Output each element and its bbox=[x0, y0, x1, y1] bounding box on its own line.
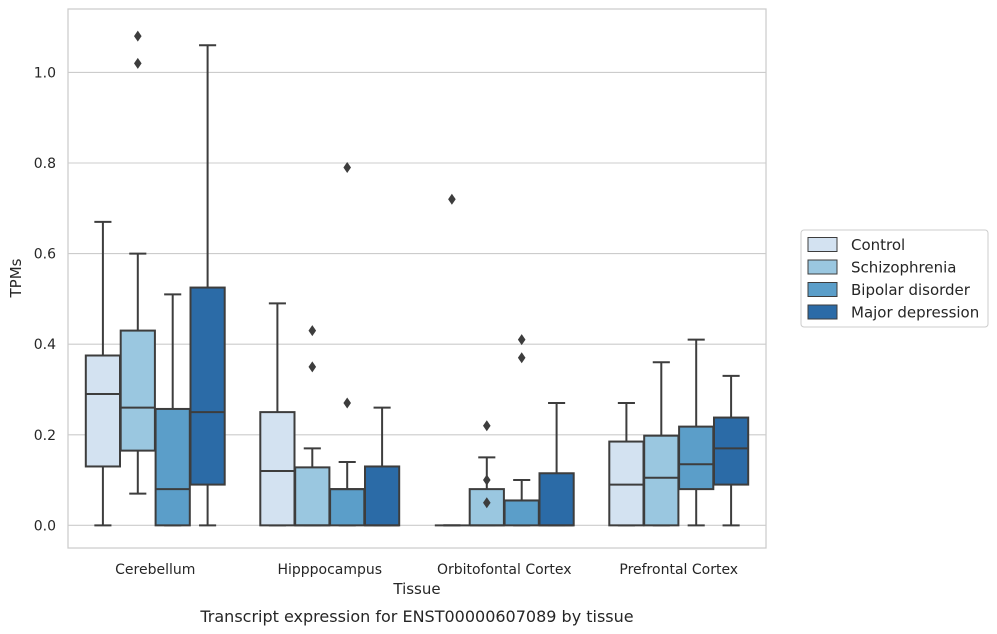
box-body bbox=[363, 465, 401, 527]
box bbox=[643, 361, 680, 527]
legend-label: Control bbox=[851, 236, 905, 254]
plot-frame bbox=[67, 8, 767, 549]
outlier-point bbox=[308, 361, 317, 373]
box-body bbox=[538, 472, 575, 527]
legend-swatch bbox=[807, 304, 838, 320]
outlier-point bbox=[483, 474, 491, 486]
box-body bbox=[119, 329, 156, 452]
legend: Control Schizophrenia Bipolar disorder Majo… bbox=[800, 229, 989, 328]
outlier-point bbox=[517, 352, 526, 364]
legend-label: Major depression bbox=[851, 304, 979, 322]
y-tick-label: 0.4 bbox=[34, 337, 56, 353]
box-body bbox=[294, 466, 331, 527]
outlier-point bbox=[343, 397, 351, 409]
outlier-point bbox=[517, 334, 526, 346]
legend-label: Schizophrenia bbox=[851, 259, 956, 277]
outlier-point bbox=[343, 162, 351, 174]
legend-swatch bbox=[807, 259, 838, 275]
box bbox=[608, 402, 645, 527]
box-body bbox=[678, 425, 715, 491]
outlier-point bbox=[483, 420, 491, 432]
box bbox=[503, 334, 540, 527]
box-body bbox=[712, 416, 750, 486]
y-tick-label: 0.2 bbox=[34, 428, 56, 444]
box bbox=[189, 44, 226, 527]
box-body bbox=[189, 286, 226, 486]
x-tick-label: Prefrontal Cortex bbox=[619, 562, 738, 578]
chart-caption: Transcript expression for ENST0000060708… bbox=[199, 607, 633, 626]
outlier-point bbox=[134, 57, 142, 69]
box bbox=[119, 30, 156, 495]
x-tick-label: Cerebellum bbox=[115, 562, 195, 578]
box bbox=[712, 374, 750, 527]
box bbox=[259, 302, 296, 527]
box bbox=[363, 406, 401, 527]
box bbox=[294, 325, 331, 527]
box-body bbox=[154, 407, 191, 527]
box-body bbox=[643, 434, 680, 527]
box bbox=[538, 402, 575, 527]
outlier-point bbox=[448, 193, 456, 205]
legend-frame bbox=[800, 229, 989, 328]
box bbox=[84, 220, 122, 527]
outlier-point bbox=[483, 497, 491, 509]
box-series bbox=[84, 30, 750, 527]
box bbox=[434, 193, 470, 527]
outlier-point bbox=[308, 325, 317, 337]
box-body bbox=[259, 411, 296, 527]
box-body bbox=[608, 440, 645, 527]
x-tick-label: Hipppocampus bbox=[277, 562, 382, 578]
legend-label: Bipolar disorder bbox=[851, 281, 971, 299]
box-body bbox=[503, 499, 540, 527]
outlier-point bbox=[134, 30, 142, 42]
y-axis-title: TPMs bbox=[7, 258, 25, 298]
y-tick-label: 1.0 bbox=[34, 65, 56, 81]
y-tick-label: 0.8 bbox=[34, 156, 56, 172]
y-axis-ticks: 0.0 0.2 0.4 0.6 0.8 1.0 bbox=[34, 65, 56, 534]
x-tick-label: Orbitofontal Cortex bbox=[437, 562, 572, 578]
x-axis-title: Tissue bbox=[392, 580, 440, 598]
box bbox=[468, 420, 505, 527]
legend-swatch bbox=[807, 237, 838, 252]
y-tick-label: 0.0 bbox=[34, 518, 56, 534]
box-body bbox=[329, 488, 366, 527]
x-axis-ticks: Cerebellum Hipppocampus Orbitofontal Corte… bbox=[115, 562, 738, 578]
y-tick-label: 0.6 bbox=[34, 247, 56, 263]
box bbox=[329, 162, 366, 527]
box-body bbox=[84, 354, 122, 468]
legend-swatch bbox=[807, 282, 838, 297]
